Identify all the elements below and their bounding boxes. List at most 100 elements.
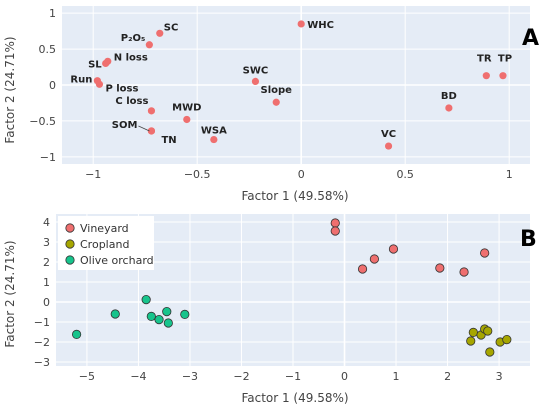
olive-orchard-point — [110, 309, 120, 319]
legend-label-cropland: Cropland — [80, 238, 129, 251]
olive-orchard-point — [163, 318, 173, 328]
vineyard-point — [357, 264, 368, 274]
label-leader-line — [138, 125, 150, 132]
loading-label: SC — [164, 22, 179, 33]
legend-marker-vineyard — [65, 223, 75, 233]
loading-point — [384, 142, 393, 150]
y-axis-label-a: Factor 2 (24.71%) — [3, 36, 17, 143]
y-tick-label: 1 — [49, 7, 56, 20]
y-tick-label: 2 — [43, 256, 50, 269]
loading-point — [297, 20, 305, 28]
panel-a: −1 −0.5 0 0.5 1 −1 −0.5 0 0.5 1 WHC SC P₂O₅ N loss SL… — [3, 6, 539, 203]
loading-point — [183, 115, 191, 124]
y-tick-label: −0.5 — [29, 115, 56, 128]
y-tick-label: 0.5 — [39, 43, 57, 56]
x-tick-label: 1 — [393, 370, 400, 383]
panel-label-a: A — [522, 26, 539, 51]
olive-orchard-point — [141, 294, 151, 305]
loading-label: MWD — [172, 102, 201, 113]
loading-label: SWC — [243, 65, 269, 76]
y-tick-label: −2 — [34, 336, 50, 349]
loading-point — [482, 72, 490, 80]
x-tick-label: −4 — [130, 370, 146, 383]
vineyard-point — [369, 254, 380, 264]
vineyard-point — [330, 218, 340, 228]
y-tick-label: 3 — [43, 236, 50, 249]
legend-marker-cropland — [65, 239, 75, 249]
loading-label: VC — [381, 129, 396, 140]
olive-orchard-point — [180, 309, 190, 319]
y-axis-label-b: Factor 2 (24.71%) — [3, 240, 17, 347]
panel-b: −5 −4 −3 −2 −1 0 1 2 3 −3 −2 −1 0 1 2 3 4 Vineyard Cropla… — [3, 214, 537, 405]
loading-point — [251, 77, 260, 86]
cropland-point — [483, 326, 493, 336]
loading-label: WSA — [201, 126, 227, 137]
legend-marker-olive-orchard — [65, 255, 75, 265]
loading-point — [499, 72, 507, 80]
loading-label: SL — [88, 59, 102, 70]
loading-point — [102, 59, 110, 68]
score-points — [72, 218, 512, 357]
loading-label: WHC — [307, 20, 334, 31]
loading-label: P₂O₅ — [121, 33, 146, 44]
y-tick-label: 0 — [43, 296, 50, 309]
y-tick-label: 1 — [43, 276, 50, 289]
x-tick-label: 0.5 — [396, 168, 414, 181]
loading-label: BD — [441, 91, 457, 102]
olive-orchard-point — [146, 311, 156, 321]
x-tick-label: −2 — [233, 370, 249, 383]
cropland-point — [468, 327, 478, 337]
loading-label: SOM — [112, 120, 138, 131]
loading-label: Slope — [261, 85, 293, 96]
loading-point — [210, 135, 218, 144]
loading-point — [445, 104, 453, 112]
loading-point — [272, 98, 280, 106]
loading-point — [156, 29, 164, 37]
panel-label-b: B — [520, 227, 537, 252]
x-tick-label: −1 — [85, 168, 101, 181]
vineyard-point — [388, 244, 399, 254]
x-tick-label: 0 — [341, 370, 348, 383]
x-tick-label: −5 — [79, 370, 95, 383]
x-tick-label: 1 — [506, 168, 513, 181]
x-tick-label: −1 — [285, 370, 301, 383]
vineyard-point — [480, 248, 490, 258]
loading-label: C loss — [115, 96, 148, 107]
vineyard-point — [330, 226, 340, 236]
vineyard-point — [459, 267, 469, 277]
y-tick-label: −1 — [34, 316, 50, 329]
gridlines-b — [56, 214, 530, 366]
x-axis-label-a: Factor 1 (49.58%) — [241, 189, 348, 203]
cropland-point — [502, 334, 512, 345]
loading-points — [93, 20, 507, 150]
x-tick-label: −3 — [182, 370, 198, 383]
loading-point — [145, 41, 153, 49]
loading-labels: WHC SC P₂O₅ N loss SL Run P loss C loss SOM TN MWD… — [70, 20, 512, 146]
vineyard-point — [435, 263, 445, 273]
ticks-b: −5 −4 −3 −2 −1 0 1 2 3 −3 −2 −1 0 1 2 3 4 — [34, 216, 503, 383]
y-tick-label: 4 — [43, 216, 50, 229]
loading-point — [95, 80, 104, 88]
loading-label: TR — [477, 54, 492, 65]
x-tick-label: 0 — [298, 168, 305, 181]
y-tick-label: 0 — [49, 79, 56, 92]
ticks-a: −1 −0.5 0 0.5 1 −1 −0.5 0 0.5 1 — [29, 7, 512, 181]
legend-label-vineyard: Vineyard — [80, 222, 129, 235]
gridlines-a — [62, 6, 530, 164]
x-tick-label: 2 — [444, 370, 451, 383]
loading-point — [147, 107, 156, 115]
x-tick-label: −0.5 — [184, 168, 211, 181]
x-tick-label: 3 — [496, 370, 503, 383]
olive-orchard-point — [162, 306, 172, 317]
y-tick-label: −3 — [34, 356, 50, 369]
loading-label: TP — [498, 54, 512, 65]
loading-label: Run — [70, 75, 92, 86]
loading-label: TN — [161, 135, 176, 146]
olive-orchard-point — [154, 314, 164, 325]
loading-label: N loss — [114, 52, 148, 63]
loading-point — [147, 127, 156, 135]
olive-orchard-point — [72, 329, 82, 339]
cropland-point — [466, 336, 476, 346]
legend-label-olive-orchard: Olive orchard — [80, 254, 154, 267]
